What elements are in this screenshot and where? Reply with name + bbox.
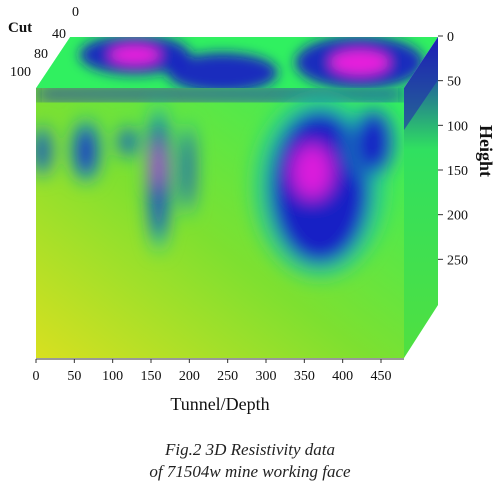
z-tick-label: 40: [52, 27, 66, 42]
y-tick-label: 150: [447, 164, 468, 179]
front-anomaly: [182, 128, 194, 210]
figure-caption-line1: Fig.2 3D Resistivity data: [165, 440, 335, 459]
x-tick-label: 300: [256, 369, 277, 384]
top-anomaly: [167, 52, 278, 88]
x-tick-label: 450: [371, 369, 392, 384]
z-tick-label: 0: [72, 5, 79, 20]
x-axis-ticks: 0 50 100 150 200 250 300 350 400 450: [33, 358, 404, 384]
z-axis-label: Cut: [8, 20, 32, 36]
front-anomaly: [74, 124, 98, 178]
front-anomaly: [120, 128, 136, 156]
front-anomaly-core: [292, 144, 333, 199]
top-anomaly-core: [330, 50, 390, 75]
front-anomaly: [354, 110, 393, 174]
front-anomaly-core: [153, 143, 161, 188]
x-tick-label: 250: [217, 369, 238, 384]
top-face: [36, 37, 438, 88]
z-tick-label: 80: [34, 47, 48, 62]
figure-caption-line2: of 71504w mine working face: [149, 462, 351, 481]
front-anomaly: [36, 128, 50, 174]
y-tick-label: 50: [447, 75, 461, 90]
x-tick-label: 150: [141, 369, 162, 384]
y-tick-label: 250: [447, 253, 468, 268]
y-axis-ticks: 0 50 100 150 200 250: [438, 30, 468, 268]
side-face: [404, 37, 438, 358]
y-tick-label: 200: [447, 209, 468, 224]
x-tick-label: 200: [179, 369, 200, 384]
y-tick-label: 100: [447, 119, 468, 134]
top-anomaly-core: [109, 45, 161, 65]
x-tick-label: 50: [67, 369, 81, 384]
y-axis-label: Height: [476, 125, 496, 177]
y-tick-label: 0: [447, 30, 454, 45]
x-tick-label: 0: [33, 369, 40, 384]
x-tick-label: 350: [294, 369, 315, 384]
front-face: [36, 88, 404, 358]
x-axis-label: Tunnel/Depth: [170, 394, 269, 414]
x-tick-label: 100: [102, 369, 123, 384]
z-tick-label: 100: [10, 65, 31, 80]
x-tick-label: 400: [332, 369, 353, 384]
